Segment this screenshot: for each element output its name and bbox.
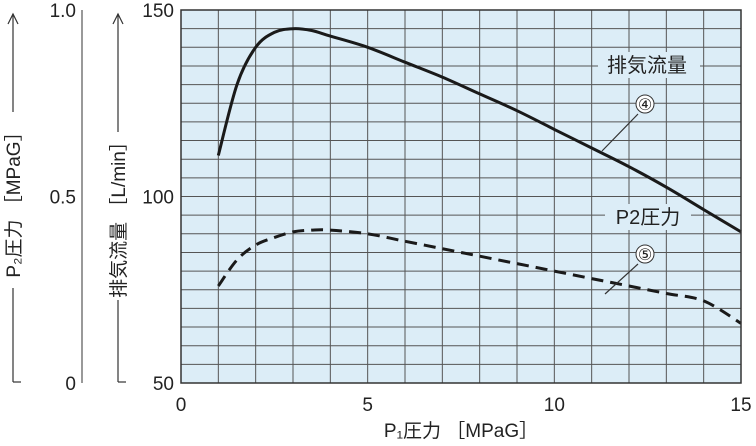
y-axis-arrow-head bbox=[112, 12, 124, 25]
y2-axis-arrow-head bbox=[7, 12, 19, 25]
flow-leader-line bbox=[601, 113, 639, 152]
p2-marker-circle bbox=[635, 244, 655, 264]
x-tick-label: 5 bbox=[362, 395, 373, 416]
x-axis-title: P₁圧力 ［MPaG］ bbox=[384, 420, 538, 442]
plot-frame bbox=[180, 9, 742, 384]
y2-tick-label: 1.0 bbox=[50, 1, 76, 22]
x-tick-label: 10 bbox=[544, 395, 565, 416]
p2-leader-line bbox=[604, 263, 639, 295]
x-tick-labels: 0 5 10 15 bbox=[176, 395, 752, 416]
y-tick-label: 150 bbox=[142, 1, 174, 22]
y-axis-title: 排気流量 ［L/min］ bbox=[108, 132, 130, 298]
y2-axis-title-bg bbox=[0, 112, 28, 288]
y2-tick-label: 0 bbox=[65, 374, 76, 395]
flow-marker-circle bbox=[635, 94, 655, 114]
p2-marker-label: ⑤ bbox=[638, 247, 652, 264]
y-tick-labels: 50 100 150 bbox=[142, 1, 174, 395]
exhaust-flow-line bbox=[216, 27, 742, 234]
grid bbox=[181, 10, 741, 383]
y-axis-title-bg bbox=[104, 132, 132, 300]
flow-label-bg bbox=[598, 52, 700, 78]
y2-tick-label: 0.5 bbox=[50, 188, 76, 209]
x-tick-label: 0 bbox=[176, 395, 187, 416]
y2-tick-labels: 0 0.5 1.0 bbox=[50, 1, 76, 395]
p2-pressure-line bbox=[217, 228, 742, 325]
p2-label-bg bbox=[605, 204, 691, 230]
y2-axis-title: P₂圧力 ［MPaG］ bbox=[3, 122, 25, 277]
x-tick-label: 15 bbox=[730, 395, 751, 416]
p2-series-label: P2圧力 bbox=[616, 206, 680, 229]
y-tick-label: 100 bbox=[142, 188, 174, 209]
flow-marker-label: ④ bbox=[638, 97, 652, 114]
y-tick-label: 50 bbox=[153, 374, 174, 395]
flow-series-label: 排気流量 bbox=[607, 54, 687, 77]
